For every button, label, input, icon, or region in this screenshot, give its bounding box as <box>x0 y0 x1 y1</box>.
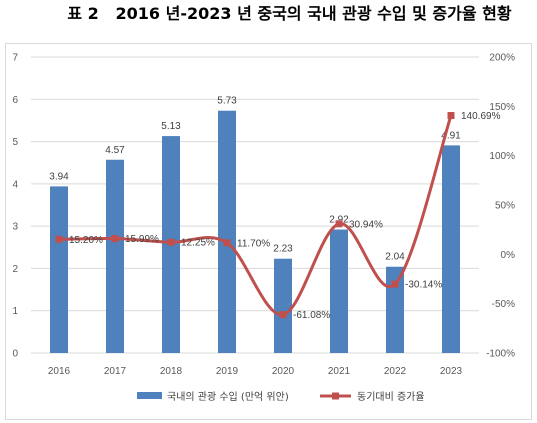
gridlines <box>31 56 479 354</box>
legend-bar-label: 국내의 관광 수입 (만억 위안) <box>167 390 289 403</box>
bar <box>330 229 348 353</box>
x-tick-label: 2021 <box>328 366 351 377</box>
line-marker <box>167 238 175 246</box>
y-tick-label: 7 <box>12 53 18 64</box>
bar <box>386 266 404 353</box>
bar-data-label: 2.04 <box>385 252 405 263</box>
bar-data-label: 5.73 <box>217 96 237 107</box>
line-data-label: 11.70% <box>237 238 270 249</box>
y-tick-label: 3 <box>12 222 18 233</box>
chart-title: 표 2 2016 년-2023 년 중국의 국내 관광 수입 및 증가율 현황 <box>67 4 512 23</box>
bar-data-label: 2.23 <box>273 244 293 255</box>
y-tick-label: 4 <box>12 179 18 190</box>
line-series <box>55 112 455 319</box>
x-tick-label: 2016 <box>48 366 71 377</box>
legend-line-label: 동기대비 증가율 <box>357 391 425 403</box>
y-tick-label: 0 <box>12 349 18 360</box>
legend-bar-swatch <box>137 392 162 399</box>
line-marker <box>391 280 399 288</box>
bar-data-label: 3.94 <box>49 171 69 182</box>
x-tick-label: 2020 <box>272 366 295 377</box>
bar <box>442 145 460 353</box>
y2-tick-label: -50% <box>492 299 515 310</box>
bar-data-label: 4.91 <box>441 130 461 141</box>
bar-series <box>50 110 460 354</box>
line-marker <box>279 311 287 319</box>
line-marker <box>111 235 119 243</box>
line-marker <box>55 235 63 243</box>
y2-tick-label: 100% <box>489 151 515 162</box>
y2-tick-label: -100% <box>486 349 515 360</box>
bar-data-labels: 3.94 4.57 5.13 5.73 2.23 2.92 2.04 4.91 <box>49 96 461 263</box>
x-tick-label: 2023 <box>440 366 463 377</box>
x-tick-label: 2018 <box>160 366 183 377</box>
line-data-label: -61.08% <box>293 310 330 321</box>
line-marker <box>335 220 343 228</box>
y2-tick-label: 50% <box>495 201 515 212</box>
y2-tick-label: 150% <box>489 102 515 113</box>
line-data-label: 12.25% <box>181 238 215 249</box>
bar <box>50 186 68 353</box>
bar-data-label: 4.57 <box>105 145 125 156</box>
chart-border <box>5 43 532 420</box>
line-marker <box>447 112 455 120</box>
legend-line-marker <box>332 392 339 400</box>
y2-tick-label: 0% <box>501 250 516 261</box>
x-tick-label: 2017 <box>104 366 127 377</box>
x-tick-label: 2022 <box>384 366 407 377</box>
line-marker <box>223 239 231 247</box>
x-axis-tick-labels: 2016 2017 2018 2019 2020 2021 2022 2023 <box>48 366 463 377</box>
y-tick-label: 6 <box>12 95 18 106</box>
left-axis-tick-labels: 0 1 2 3 4 5 6 7 <box>12 53 18 360</box>
y-tick-label: 1 <box>12 306 18 317</box>
line-data-label: 15.99% <box>125 234 159 245</box>
bar-data-label: 5.13 <box>161 121 181 132</box>
x-tick-label: 2019 <box>216 366 239 377</box>
bar-data-label: 2.92 <box>329 215 349 226</box>
bar <box>218 110 236 354</box>
line-data-label: -30.14% <box>405 280 442 291</box>
y2-tick-label: 200% <box>489 53 515 64</box>
legend: 국내의 관광 수입 (만억 위안) 동기대비 증가율 <box>137 390 425 403</box>
line-data-label: 30.94% <box>349 219 383 230</box>
line-data-label: 140.69% <box>461 111 501 122</box>
y-tick-label: 2 <box>12 264 18 275</box>
right-axis-tick-labels: -100% -50% 0% 50% 100% 150% 200% <box>486 53 515 360</box>
line-data-labels: 15.20% 15.99% 12.25% 11.70% -61.08% 30.94% -30… <box>69 111 501 321</box>
line-data-label: 15.20% <box>69 235 103 246</box>
bar <box>106 159 124 353</box>
y-tick-label: 5 <box>12 137 18 148</box>
bar <box>274 258 292 353</box>
